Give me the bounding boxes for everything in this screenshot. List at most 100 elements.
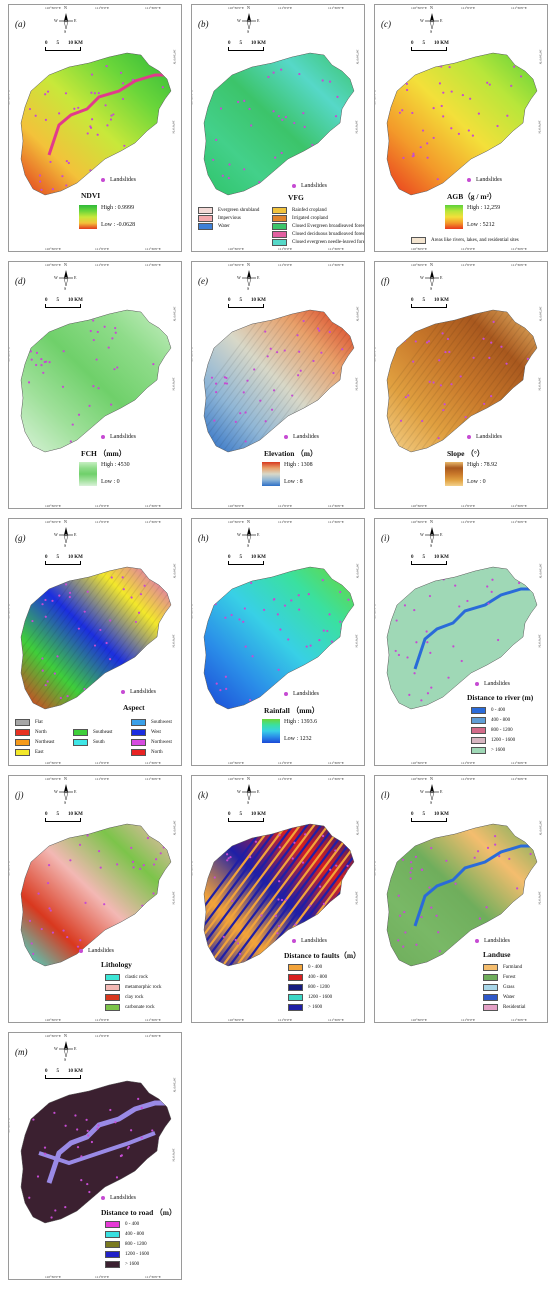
- lat-label: 30°0'0"N: [354, 377, 359, 391]
- lon-label: 110°30'0"E: [45, 504, 61, 508]
- landslide-point: [105, 64, 108, 68]
- landslide-point: [53, 672, 56, 675]
- terrain-texture: [31, 567, 153, 709]
- landslide-point: [467, 129, 470, 132]
- landslide-point: [115, 1176, 119, 1179]
- study-area: [21, 567, 171, 709]
- landslide-point: [42, 371, 45, 374]
- lat-label: 30°0'0"N: [192, 675, 193, 688]
- landslide-point: [64, 583, 68, 586]
- legend-item: 400 - 800: [288, 974, 327, 981]
- lon-label: 111°0'0"E: [95, 1034, 110, 1038]
- landslide-point: [137, 611, 141, 614]
- landslide-point: [512, 689, 516, 692]
- compass-e: E: [74, 18, 77, 23]
- landslide-point: [448, 350, 451, 354]
- landslide-point: [275, 429, 278, 432]
- landslide-point: [43, 360, 46, 364]
- landslide-point: [213, 342, 216, 345]
- legend-item: North: [131, 749, 163, 756]
- lat-label: 30°30'0"N: [355, 563, 360, 579]
- north-arrow-icon: N W E S: [237, 776, 259, 805]
- legend-label: Closed Evergreen broadleaved forest: [292, 224, 365, 229]
- landslide-point: [40, 364, 43, 367]
- landslide-point: [140, 1106, 143, 1109]
- landslide-marker-icon: [292, 183, 296, 188]
- landslide-point: [276, 613, 279, 616]
- landslide-point: [51, 319, 54, 322]
- landslide-point: [403, 910, 406, 914]
- panel-label: (l): [381, 790, 390, 800]
- terrain-texture: [221, 310, 343, 452]
- landslide-point: [488, 83, 491, 86]
- landslide-point: [249, 855, 252, 859]
- legend-item: 800 - 1200: [471, 727, 513, 734]
- landslide-point: [146, 415, 149, 418]
- landslide-point: [145, 446, 148, 449]
- landslides-legend: Landslides: [284, 434, 319, 440]
- landslide-point: [298, 350, 301, 353]
- landslide-point: [278, 846, 281, 849]
- north-arrow-icon: N W E S: [54, 5, 77, 34]
- landslide-point: [269, 347, 272, 350]
- landslide-point: [303, 125, 306, 128]
- landslides-legend: Landslides: [292, 183, 327, 189]
- landslide-point: [223, 376, 226, 379]
- lat-label: 30°30'0"N: [8, 1117, 11, 1133]
- landslide-point: [494, 834, 497, 838]
- lat-label: 30°0'0"N: [9, 1189, 10, 1202]
- legend-swatch: [272, 215, 287, 222]
- landslide-point: [399, 837, 402, 840]
- terrain-texture: [21, 567, 111, 709]
- legend-swatch: [483, 974, 498, 981]
- landslide-point: [144, 1177, 147, 1181]
- landslide-point: [310, 662, 313, 665]
- landslide-point: [41, 603, 44, 606]
- river-line: [47, 73, 167, 156]
- landslide-point: [44, 684, 47, 687]
- landslides-legend: Landslides: [101, 434, 136, 440]
- legend-item: Farmland: [483, 964, 522, 971]
- landslide-point: [243, 607, 246, 610]
- landslide-point: [143, 584, 146, 587]
- landslide-point: [130, 1129, 133, 1132]
- landslide-point: [40, 927, 43, 931]
- landslide-point: [53, 1111, 56, 1114]
- scale-0: 0: [228, 555, 231, 560]
- landslide-point: [469, 683, 472, 687]
- landslide-point: [412, 360, 415, 363]
- map-area: [386, 309, 538, 453]
- landslide-point: [228, 577, 231, 581]
- legend-label: East: [35, 750, 44, 755]
- landslide-point: [426, 692, 430, 695]
- landslide-point: [320, 407, 323, 410]
- legend-label: > 1600: [491, 748, 506, 753]
- landslide-point: [438, 359, 441, 362]
- landslide-point: [109, 118, 113, 121]
- landslide-point: [476, 850, 480, 853]
- landslide-point: [219, 107, 223, 110]
- landslide-point: [148, 185, 151, 189]
- legend-swatch: [288, 1004, 303, 1011]
- landslide-point: [510, 84, 513, 87]
- terrain-texture: [204, 824, 287, 966]
- panel-label: (k): [198, 790, 208, 800]
- landslide-point: [299, 168, 303, 171]
- landslide-point: [156, 955, 159, 958]
- landslide-point: [134, 620, 138, 624]
- landslide-point: [347, 132, 350, 136]
- scale-bar: 0 5 10 KM: [45, 555, 83, 565]
- landslide-point: [227, 176, 230, 180]
- landslide-point: [343, 672, 347, 675]
- landslide-point: [89, 329, 92, 333]
- landslide-point: [123, 409, 126, 412]
- terrain-texture: [52, 567, 171, 709]
- landslide-point: [234, 420, 237, 423]
- landslide-point: [137, 1097, 140, 1100]
- lat-label: 30°30'0"N: [538, 49, 543, 65]
- study-area: [387, 53, 537, 195]
- lat-label: 30°0'0"N: [375, 932, 376, 945]
- landslide-point: [492, 320, 495, 323]
- lon-label: 110°30'0"E: [228, 6, 244, 10]
- landslide-point: [99, 628, 102, 632]
